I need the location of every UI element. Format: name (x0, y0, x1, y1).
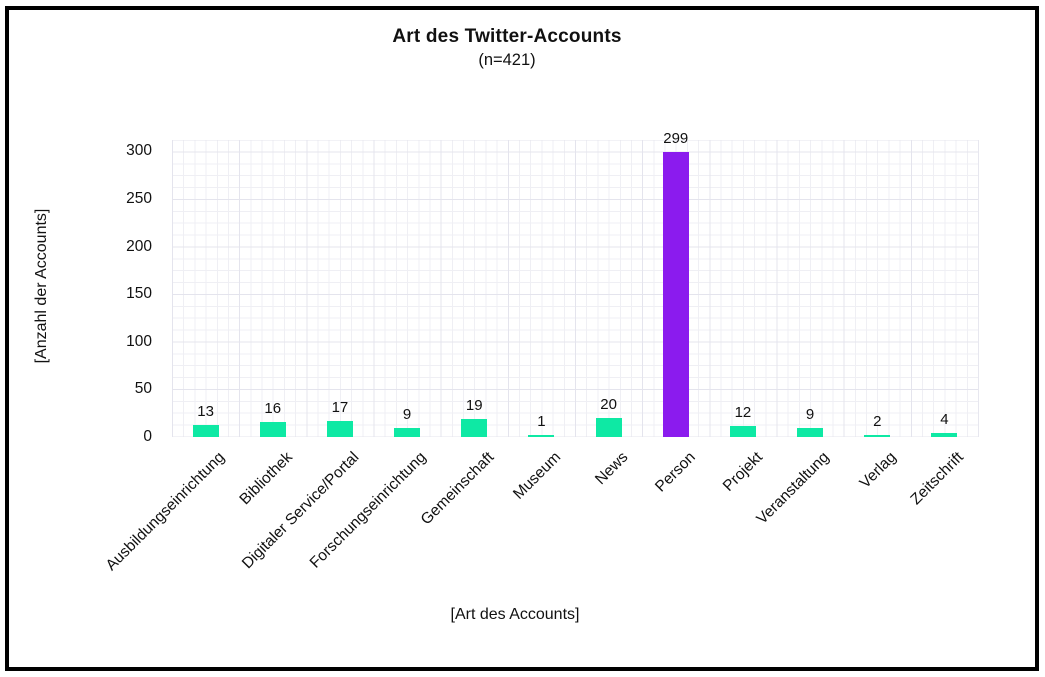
x-category-label: Projekt (719, 448, 766, 495)
bar-value-label: 9 (805, 406, 815, 424)
bar-value-label: 12 (734, 403, 752, 421)
bar-forschungseinrichtung (394, 428, 421, 437)
bar-zeitschrift (931, 433, 958, 437)
bar-gemeinschaft (461, 418, 488, 437)
y-tick-label: 250 (126, 190, 152, 208)
bar-value-label: 9 (402, 406, 412, 424)
bar-value-label: 20 (600, 395, 617, 413)
y-tick-label: 200 (126, 237, 152, 255)
bar-person (662, 152, 689, 437)
bar-value-label: 1 (537, 413, 546, 430)
plot-area: 13 16 17 9 19 1 20 299 12 9 2 4 (172, 130, 979, 437)
x-category-label: Forschungseinrichtung (306, 448, 430, 572)
x-axis-title: [Art des Accounts] (450, 606, 580, 623)
x-category-label: Person (651, 448, 699, 496)
bar-verlag (864, 435, 891, 437)
chart-title: Art des Twitter-Accounts (392, 26, 622, 47)
bar-digitaler-service-portal (326, 420, 353, 437)
bar-value-label: 17 (331, 398, 349, 416)
bar-projekt (729, 425, 756, 437)
y-tick-label: 0 (143, 428, 152, 445)
y-tick-label: 50 (134, 380, 152, 398)
x-category-label: Zeitschrift (907, 448, 968, 509)
bar-value-label: 16 (264, 399, 282, 417)
bar-value-label: 4 (940, 411, 949, 429)
x-category-label: Bibliothek (235, 448, 296, 509)
bar-bibliothek (259, 421, 286, 437)
bar-value-label: 299 (663, 130, 689, 148)
x-category-label: Ausbildungseinrichtung (102, 448, 229, 575)
bar-value-label: 13 (197, 402, 214, 420)
bar-ausbildungseinrichtung (192, 424, 219, 437)
bar-value-label: 2 (873, 413, 882, 430)
bar-veranstaltung (797, 428, 824, 437)
x-category-label: Museum (510, 448, 565, 503)
x-category-label: Verlag (856, 448, 900, 492)
bar-museum (528, 435, 555, 437)
bar-news (595, 417, 622, 437)
y-tick-label: 100 (126, 332, 152, 350)
title-block: Art des Twitter-Accounts (n=421) (2, 25, 1012, 70)
y-tick-label: 150 (126, 285, 152, 303)
bar-value-label: 19 (465, 396, 483, 414)
x-category-label: News (591, 448, 632, 489)
y-tick-label: 300 (126, 142, 152, 160)
chart-subtitle: (n=421) (478, 50, 536, 69)
x-category-label: Digitaler Service/Portal (239, 448, 363, 573)
